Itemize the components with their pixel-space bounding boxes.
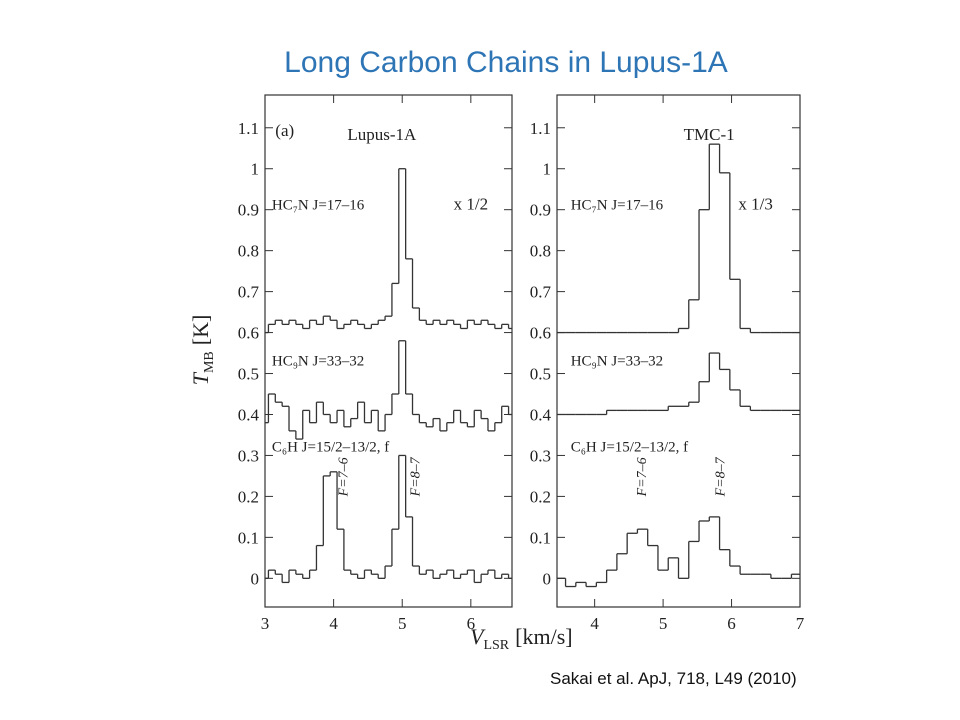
x-label-subscript: LSR	[483, 638, 509, 653]
series-label: HC₇N J=17–16	[571, 198, 664, 214]
y-label-subscript: MB	[202, 351, 217, 373]
series-label: HC₉N J=33–32	[272, 353, 364, 369]
series-label: C₆H J=15/2–13/2, f	[571, 439, 688, 455]
y-tick-label: 0.4	[530, 405, 552, 424]
y-tick-label: 0.9	[238, 201, 259, 220]
y-tick-label: 0.3	[530, 446, 551, 465]
series-label: HC₇N J=17–16	[272, 198, 365, 214]
x-tick-label: 5	[398, 614, 407, 633]
y-tick-label: 0.7	[238, 283, 260, 302]
slide-title: Long Carbon Chains in Lupus-1A	[284, 46, 728, 79]
y-tick-label: 0.6	[238, 324, 259, 343]
y-tick-label: 0.2	[238, 487, 259, 506]
x-axis-label: VLSR [km/s]	[470, 624, 573, 653]
annotation: TMC-1	[684, 125, 735, 144]
y-label-unit: [K]	[188, 315, 213, 346]
x-tick-label: 3	[261, 614, 270, 633]
x-tick-label: 7	[796, 614, 805, 633]
annotation: (a)	[275, 121, 294, 140]
y-tick-label: 1	[543, 160, 552, 179]
y-axis-label: TMB [K]	[188, 315, 217, 386]
series-label: C₆H J=15/2–13/2, f	[272, 439, 389, 455]
y-label-symbol: T	[188, 371, 213, 385]
series-label: HC₉N J=33–32	[571, 353, 663, 369]
y-tick-label: 0.8	[530, 242, 551, 261]
citation: Sakai et al. ApJ, 718, L49 (2010)	[550, 669, 797, 688]
y-tick-label: 0.6	[530, 324, 551, 343]
x-tick-label: 6	[727, 614, 736, 633]
x-tick-label: 6	[467, 614, 476, 633]
y-tick-label: 1.1	[238, 119, 259, 138]
annotation: F=8–7	[408, 456, 423, 497]
y-tick-label: 1.1	[530, 119, 551, 138]
y-tick-label: 0.8	[238, 242, 259, 261]
x-tick-label: 4	[590, 614, 599, 633]
y-tick-label: 0	[251, 569, 260, 588]
y-tick-label: 0.1	[530, 528, 551, 547]
annotation: Lupus-1A	[347, 125, 417, 144]
annotation: x 1/3	[738, 195, 772, 214]
y-tick-label: 0.9	[530, 201, 551, 220]
y-tick-label: 0.4	[238, 405, 260, 424]
x-label-symbol: V	[470, 624, 486, 649]
annotation: x 1/2	[454, 195, 488, 214]
y-tick-label: 1	[251, 160, 260, 179]
plot-frame	[264, 94, 513, 608]
annotation: F=8–7	[714, 456, 729, 497]
x-tick-label: 4	[329, 614, 338, 633]
x-label-unit: [km/s]	[515, 624, 572, 649]
x-tick-label: 5	[659, 614, 668, 633]
annotation: F=7–6	[336, 457, 351, 497]
y-tick-label: 0.5	[530, 365, 551, 384]
y-tick-label: 0.7	[530, 283, 552, 302]
y-tick-label: 0	[543, 569, 552, 588]
plot-frame	[556, 94, 801, 608]
y-tick-label: 0.3	[238, 446, 259, 465]
y-tick-label: 0.1	[238, 528, 259, 547]
annotation: F=7–6	[635, 457, 650, 497]
y-tick-label: 0.2	[530, 487, 551, 506]
y-tick-label: 0.5	[238, 365, 259, 384]
figure: TMB [K] VLSR [km/s] 0 0.1 0.2 0.3 0.4 0.5 0.6 0.7…	[188, 94, 805, 653]
